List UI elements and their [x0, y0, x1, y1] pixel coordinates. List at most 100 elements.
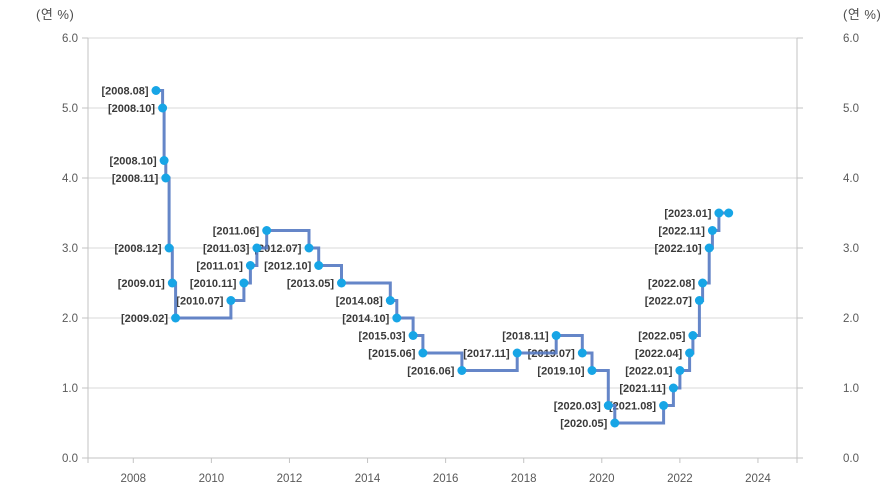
y-tick-label-right: 3.0 — [843, 243, 859, 255]
point-label: [2018.11] — [502, 330, 549, 342]
point-label: [2022.11] — [658, 225, 705, 237]
y-tick-labels: 0.0 0.0 1.0 1.0 2.0 2.0 3.0 3.0 4.0 4.0 5.0 5.0 6.0 6… — [62, 33, 859, 465]
y-tick-label: 0.0 — [62, 453, 78, 465]
data-point-marker — [245, 261, 255, 270]
data-point-marker — [167, 278, 177, 288]
point-label: [2017.11] — [463, 348, 510, 360]
point-label: [2008.12] — [114, 243, 161, 255]
y-tick-label-right: 4.0 — [843, 173, 859, 185]
point-label: [2008.08] — [101, 85, 148, 97]
data-markers — [151, 86, 734, 428]
point-label: [2020.03] — [554, 400, 601, 412]
data-point-marker — [587, 366, 597, 375]
point-label: [2022.10] — [655, 243, 702, 255]
point-label: [2014.08] — [336, 295, 383, 307]
data-point-marker — [704, 243, 714, 253]
data-point-marker — [226, 296, 236, 305]
x-tick-label: 2012 — [277, 473, 303, 485]
point-label: [2016.06] — [407, 365, 454, 377]
data-point-marker — [724, 208, 734, 218]
y-tick-label: 4.0 — [62, 173, 78, 185]
data-point-marker — [164, 243, 174, 253]
data-point-marker — [457, 366, 467, 375]
x-tick-label: 2008 — [120, 473, 146, 485]
x-tick-label: 2016 — [433, 473, 459, 485]
point-label: [2019.10] — [537, 365, 584, 377]
data-point-marker — [314, 261, 324, 270]
point-label: [2009.02] — [121, 313, 168, 325]
y-tick-label-right: 0.0 — [843, 453, 859, 465]
point-label: [2020.05] — [560, 418, 607, 430]
point-label: [2010.07] — [176, 295, 223, 307]
data-point-marker — [714, 208, 724, 218]
point-label: [2008.10] — [108, 103, 155, 115]
y-tick-label: 6.0 — [62, 33, 78, 45]
point-label: [2009.01] — [118, 278, 165, 290]
data-point-marker — [610, 418, 620, 428]
data-point-marker — [337, 278, 346, 288]
y-tick-label-right: 2.0 — [843, 313, 859, 325]
data-point-marker — [685, 348, 695, 358]
data-point-marker — [161, 173, 171, 183]
y-tick-label: 2.0 — [62, 313, 78, 325]
y-tick-label-right: 5.0 — [843, 103, 859, 115]
x-tick-label: 2020 — [589, 473, 615, 485]
data-point-marker — [252, 243, 262, 253]
data-point-marker — [262, 226, 272, 235]
x-tick-label: 2022 — [667, 473, 693, 485]
data-point-marker — [418, 348, 428, 358]
point-label: [2011.06] — [213, 225, 260, 237]
data-point-marker — [698, 278, 708, 288]
x-tick-label: 2010 — [199, 473, 225, 485]
point-label: [2022.05] — [638, 330, 685, 342]
y-axis-title-left: (연 %) — [36, 7, 75, 22]
point-label: [2021.11] — [619, 383, 666, 395]
point-label: [2014.10] — [342, 313, 389, 325]
point-label: [2011.03] — [203, 243, 250, 255]
point-label: [2012.10] — [264, 260, 311, 272]
data-point-marker — [659, 401, 669, 410]
data-point-marker — [603, 401, 613, 410]
data-point-marker — [675, 366, 685, 375]
data-point-marker — [151, 86, 161, 95]
y-axis-title-right: (연 %) — [843, 7, 882, 22]
point-label: [2015.03] — [359, 330, 406, 342]
point-label: [2021.08] — [609, 400, 656, 412]
point-labels: [2008.08] [2008.10] [2008.10] [2008.11] [200… — [101, 85, 711, 430]
data-point-marker — [171, 313, 181, 323]
data-point-marker — [385, 296, 395, 305]
data-point-marker — [158, 103, 168, 113]
data-point-marker — [694, 296, 704, 305]
data-point-marker — [688, 331, 698, 340]
x-tick-labels: 2008 2010 2012 2014 2016 2018 2020 2022 2024 — [120, 473, 771, 485]
data-point-marker — [551, 331, 561, 340]
x-tick-label: 2018 — [511, 473, 537, 485]
point-label: [2015.06] — [368, 348, 415, 360]
y-tick-label: 3.0 — [62, 243, 78, 255]
point-label: [2022.04] — [635, 348, 682, 360]
data-point-marker — [239, 278, 249, 288]
y-tick-label-right: 1.0 — [843, 383, 859, 395]
data-point-marker — [392, 313, 402, 323]
y-tick-label: 1.0 — [62, 383, 78, 395]
data-point-marker — [512, 348, 522, 358]
point-label: [2008.11] — [112, 173, 159, 185]
point-label: [2013.05] — [287, 278, 334, 290]
point-label: [2022.08] — [648, 278, 695, 290]
point-label: [2011.01] — [196, 260, 243, 272]
axes — [82, 37, 803, 463]
x-tick-label: 2014 — [355, 473, 381, 485]
data-point-marker — [159, 156, 169, 165]
data-point-marker — [668, 383, 678, 393]
y-tick-label-right: 6.0 — [843, 33, 859, 45]
point-label: [2023.01] — [664, 208, 711, 220]
data-point-marker — [408, 331, 418, 340]
point-label: [2008.10] — [110, 155, 157, 167]
data-point-marker — [577, 348, 587, 358]
point-label: [2010.11] — [190, 278, 237, 290]
y-tick-label: 5.0 — [62, 103, 78, 115]
data-point-marker — [304, 243, 314, 253]
data-point-marker — [707, 226, 717, 235]
